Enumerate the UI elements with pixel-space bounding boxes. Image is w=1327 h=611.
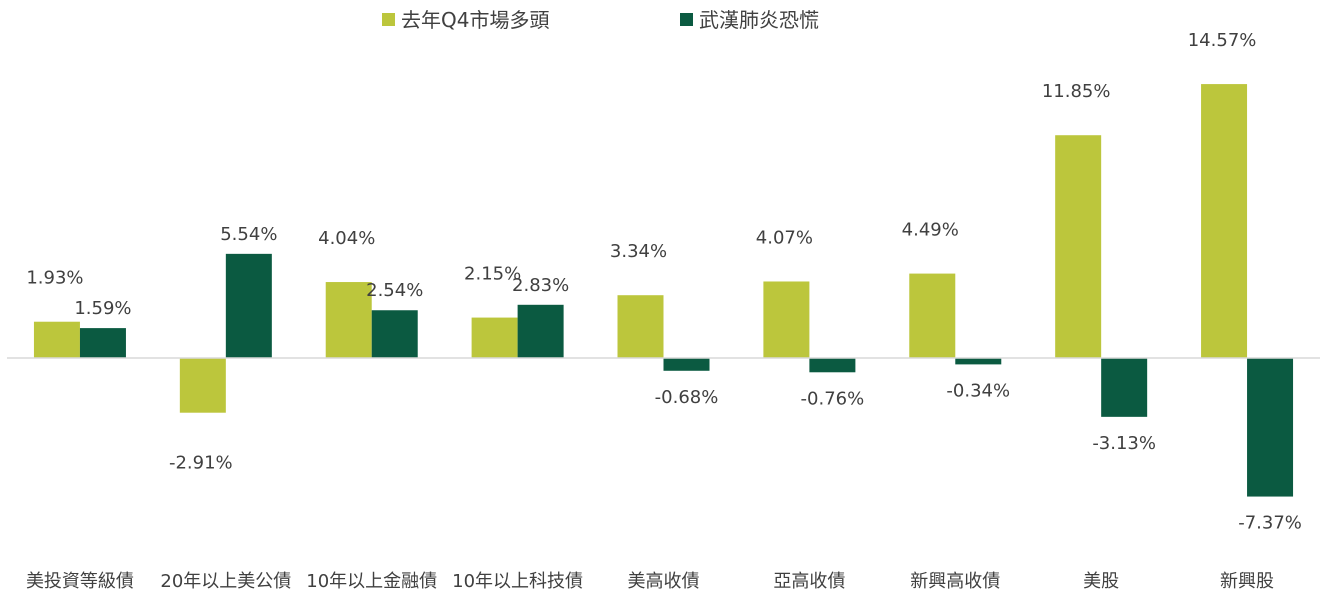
data-label-series1-2: -2.91% [169,453,233,474]
bars [33,84,1294,497]
bar-series1-2 [179,358,226,413]
category-label-3: 10年以上金融債 [306,571,437,592]
data-label-series2-4: 2.83% [512,275,569,296]
category-label-2: 20年以上美公債 [160,571,291,592]
category-label-9: 新興股 [1220,571,1274,592]
bar-series2-3 [371,310,418,358]
data-label-series1-9: 14.57% [1188,30,1257,51]
data-label-series2-5: -0.68% [655,387,719,408]
data-label-series1-1: 1.93% [26,268,83,289]
legend-swatch-series2 [680,13,693,26]
bar-series1-6 [763,281,810,358]
bar-series1-3 [325,282,372,358]
data-label-series2-7: -0.34% [946,380,1010,401]
category-label-8: 美股 [1083,571,1119,592]
bar-series1-8 [1055,135,1102,358]
bar-series2-1 [79,328,126,358]
data-label-series1-3: 4.04% [318,228,375,249]
legend-label-series2: 武漢肺炎恐慌 [699,8,819,32]
category-label-5: 美高收債 [628,571,700,592]
data-label-series1-6: 4.07% [756,227,813,248]
bar-series2-8 [1101,358,1148,417]
category-label-7: 新興高收債 [910,571,1000,592]
legend: 去年Q4市場多頭 武漢肺炎恐慌 [382,8,819,32]
data-label-series2-3: 2.54% [366,280,423,301]
data-label-series1-5: 3.34% [610,241,667,262]
category-label-4: 10年以上科技債 [452,571,583,592]
data-label-series2-1: 1.59% [74,298,131,319]
bar-series2-7 [955,358,1002,365]
data-label-series2-8: -3.13% [1092,433,1156,454]
bar-series1-4 [471,317,518,358]
data-label-series1-7: 4.49% [902,220,959,241]
legend-label-series1: 去年Q4市場多頭 [401,8,549,32]
data-label-series1-4: 2.15% [464,264,521,285]
bar-series1-7 [909,273,956,358]
bar-series1-1 [33,321,80,358]
bar-series1-9 [1201,84,1248,359]
category-label-6: 亞高收債 [773,571,845,592]
bar-series2-4 [517,304,564,358]
bar-series2-6 [809,358,856,373]
bar-series2-2 [225,253,272,358]
data-label-series1-8: 11.85% [1042,81,1111,102]
data-label-series2-6: -0.76% [801,388,865,409]
data-label-series2-9: -7.37% [1238,513,1302,534]
bar-series1-5 [617,295,664,358]
bar-series2-9 [1247,358,1294,497]
data-labels: 1.93% 1.59% -2.91% 5.54% 4.04% 2.54% 2.15%2.83… [26,30,1302,533]
data-label-series2-2: 5.54% [220,224,277,245]
category-label-1: 美投資等級債 [26,571,134,592]
bar-series2-5 [663,358,710,371]
legend-swatch-series1 [382,13,395,26]
category-labels: 美投資等級債 20年以上美公債 10年以上金融債 10年以上科技債 美高收債 亞高收債 新興… [26,571,1274,592]
